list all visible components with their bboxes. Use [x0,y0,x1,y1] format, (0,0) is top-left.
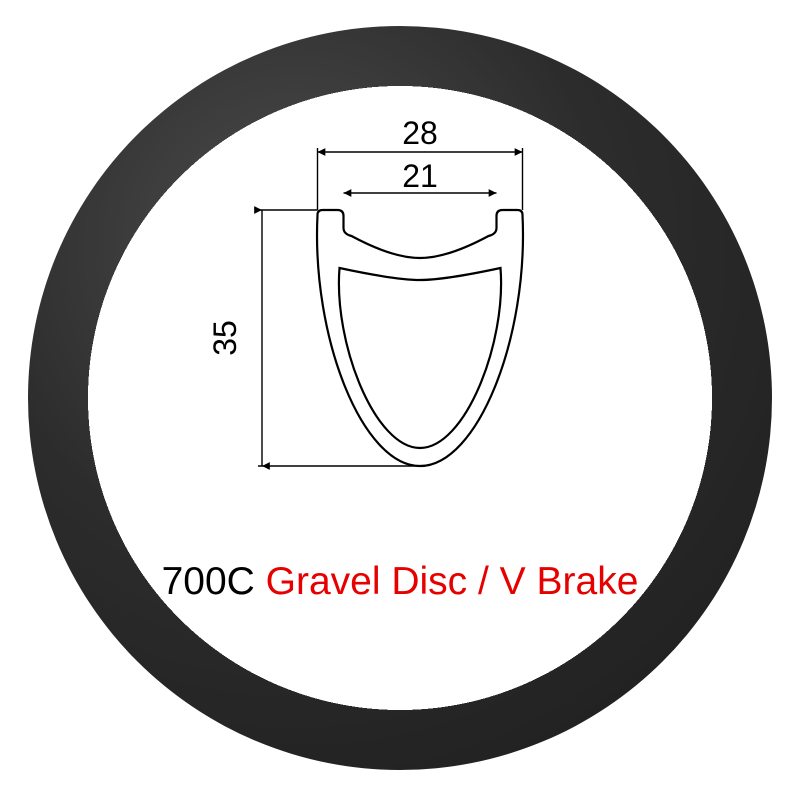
caption-size: 700C [162,560,255,603]
dim-inner-width-label: 21 [402,158,438,194]
rim-profile-inner [339,268,501,448]
dim-depth: 35 [207,210,414,466]
dim-outer-width-label: 28 [402,115,438,151]
rim-profile-outer [317,210,523,466]
rim-cross-section-diagram: 28 21 35 [0,0,800,800]
dim-depth-label: 35 [207,320,243,356]
dim-inner-width: 21 [344,158,497,194]
product-diagram-canvas: 28 21 35 700C Gravel Disc / V Brake [0,0,800,800]
product-caption: 700C Gravel Disc / V Brake [0,560,800,604]
caption-variant: Gravel Disc / V Brake [266,560,639,603]
